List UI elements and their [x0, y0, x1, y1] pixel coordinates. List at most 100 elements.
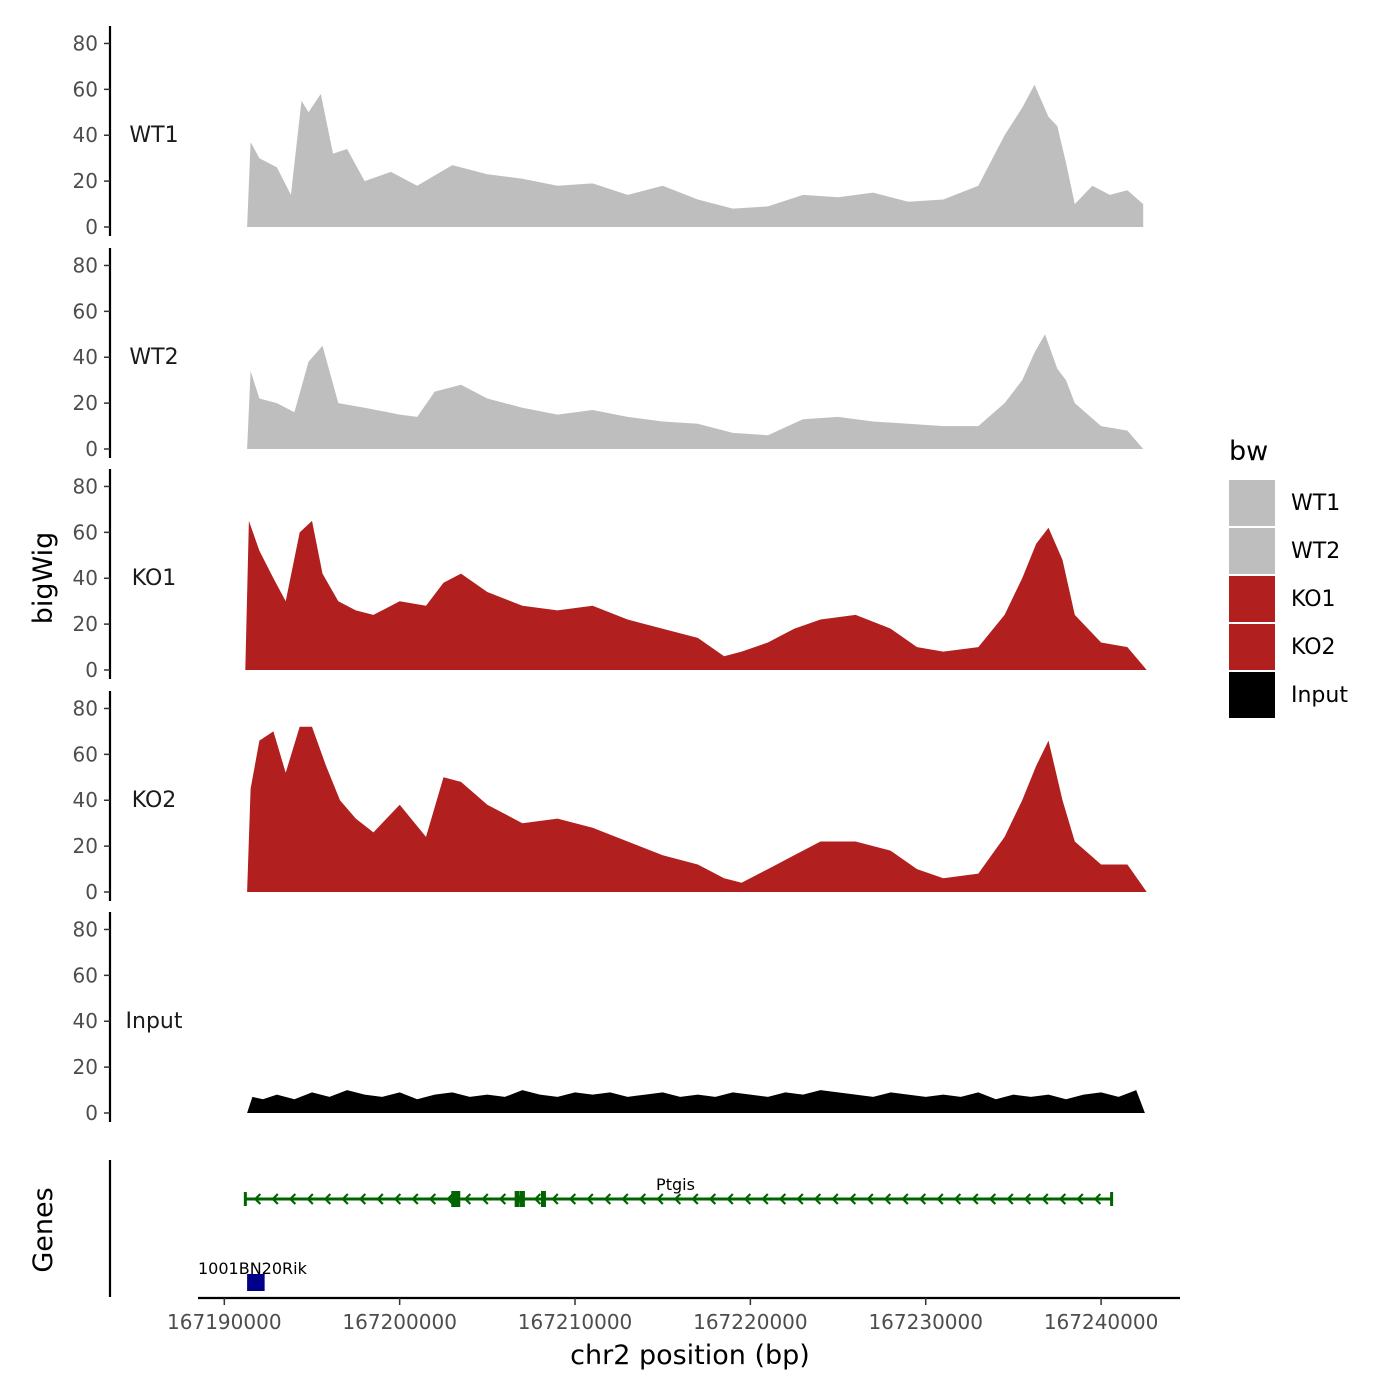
- gene-rik: 1001BN20Rik: [198, 1259, 308, 1291]
- y-tick-label: 20: [73, 391, 98, 415]
- y-tick-label: 80: [73, 917, 98, 941]
- strand-chevron: [463, 1193, 472, 1205]
- strand-chevron: [446, 1193, 454, 1205]
- track-label-wt1: WT1: [129, 123, 178, 148]
- x-axis-title: chr2 position (bp): [570, 1340, 810, 1371]
- legend-label-wt1: WT1: [1291, 491, 1340, 516]
- y-tick-label: 20: [73, 169, 98, 193]
- strand-chevron: [533, 1193, 542, 1205]
- strand-chevron: [393, 1193, 402, 1205]
- track-ko1: 0 20 40 60 80 KO1: [73, 469, 1147, 682]
- gene-ptgis: Ptgis: [243, 1175, 1114, 1207]
- track-input: 0 20 40 60 80 Input: [73, 912, 1145, 1125]
- strand-chevron: [481, 1193, 489, 1205]
- legend-key-ko1: [1229, 576, 1275, 622]
- track-wt1: 0 20 40 60 80 WT1: [73, 26, 1144, 239]
- y-tick-label: 40: [73, 1009, 98, 1033]
- strand-chevron: [866, 1193, 874, 1205]
- strand-chevron: [708, 1193, 717, 1205]
- gene-ptgis-exon: [519, 1191, 525, 1207]
- x-tick-label: 167230000: [868, 1310, 983, 1334]
- legend-key-ko2: [1229, 624, 1275, 670]
- area-ko1: [245, 520, 1147, 670]
- legend-key-wt1: [1229, 480, 1275, 526]
- strand-chevron: [638, 1193, 647, 1205]
- y-tick-label: 80: [73, 31, 98, 55]
- legend: bw WT1 WT2 KO1 KO2 Input: [1229, 436, 1348, 718]
- area-input: [247, 1090, 1145, 1113]
- y-tick-label: 0: [85, 437, 98, 461]
- strand-chevron: [831, 1193, 839, 1205]
- legend-title: bw: [1229, 436, 1268, 467]
- strand-chevron: [568, 1193, 577, 1205]
- strand-chevron: [901, 1193, 909, 1205]
- strand-chevron: [656, 1193, 664, 1205]
- genes-axis-title: Genes: [28, 1187, 59, 1272]
- y-tick-label: 20: [73, 834, 98, 858]
- strand-chevron: [971, 1193, 979, 1205]
- strand-chevron: [673, 1193, 682, 1205]
- y-tick-label: 60: [73, 299, 98, 323]
- legend-label-ko1: KO1: [1291, 587, 1336, 612]
- strand-chevron: [988, 1193, 997, 1205]
- strand-chevron: [1006, 1193, 1014, 1205]
- strand-chevron: [761, 1193, 769, 1205]
- area-wt2: [247, 334, 1144, 449]
- y-tick-label: 60: [73, 963, 98, 987]
- strand-chevron: [848, 1193, 857, 1205]
- strand-chevron: [813, 1193, 822, 1205]
- strand-chevron: [341, 1193, 349, 1205]
- strand-chevron: [428, 1193, 437, 1205]
- area-wt1: [247, 84, 1144, 227]
- y-tick-label: 0: [85, 880, 98, 904]
- y-tick-label: 20: [73, 612, 98, 636]
- genes-layer: Ptgis 1001BN20Rik: [108, 1160, 1114, 1297]
- strand-chevron: [271, 1193, 279, 1205]
- strand-chevron: [1023, 1193, 1032, 1205]
- y-axis-title: bigWig: [28, 532, 59, 625]
- y-tick-label: 80: [73, 253, 98, 277]
- strand-chevron: [1093, 1193, 1102, 1205]
- strand-chevron: [743, 1193, 752, 1205]
- tracks-layer: 0 20 40 60 80 WT1 0 20 40 60 80 WT2 0 20 40 60 80 KO1 0 20 4…: [73, 26, 1147, 1125]
- gene-ptgis-exon: [514, 1191, 520, 1207]
- strand-chevron: [603, 1193, 612, 1205]
- track-ko2: 0 20 40 60 80 KO2: [73, 691, 1147, 904]
- gene-label-rik: 1001BN20Rik: [198, 1259, 308, 1278]
- strand-chevron: [411, 1193, 419, 1205]
- track-label-ko2: KO2: [132, 788, 177, 813]
- x-tick-label: 167200000: [342, 1310, 457, 1334]
- strand-chevron: [918, 1193, 927, 1205]
- strand-chevron: [953, 1193, 962, 1205]
- strand-chevron: [726, 1193, 734, 1205]
- strand-chevron: [358, 1193, 367, 1205]
- strand-chevron: [1076, 1193, 1084, 1205]
- y-tick-label: 40: [73, 788, 98, 812]
- legend-key-input: [1229, 672, 1275, 718]
- gene-ptgis-exon: [540, 1191, 546, 1207]
- y-tick-label: 60: [73, 520, 98, 544]
- strand-chevron: [621, 1193, 629, 1205]
- y-tick-label: 0: [85, 1101, 98, 1125]
- strand-chevron: [586, 1193, 594, 1205]
- gene-label-ptgis: Ptgis: [656, 1175, 695, 1194]
- legend-label-input: Input: [1291, 683, 1348, 708]
- strand-chevron: [551, 1193, 559, 1205]
- x-tick-label: 167190000: [167, 1310, 282, 1334]
- x-tick-label: 167220000: [693, 1310, 808, 1334]
- y-tick-label: 80: [73, 696, 98, 720]
- strand-chevron: [376, 1193, 384, 1205]
- legend-label-wt2: WT2: [1291, 539, 1340, 564]
- area-ko2: [247, 726, 1147, 892]
- strand-chevron: [306, 1193, 314, 1205]
- track-label-ko1: KO1: [132, 566, 177, 591]
- strand-chevron: [883, 1193, 892, 1205]
- strand-chevron: [936, 1193, 944, 1205]
- x-axis: 167190000 167200000 167210000 167220000 1672…: [167, 1296, 1180, 1334]
- y-tick-label: 60: [73, 77, 98, 101]
- strand-chevron: [288, 1193, 297, 1205]
- y-tick-label: 40: [73, 123, 98, 147]
- strand-chevron: [323, 1193, 332, 1205]
- strand-chevron: [1058, 1193, 1067, 1205]
